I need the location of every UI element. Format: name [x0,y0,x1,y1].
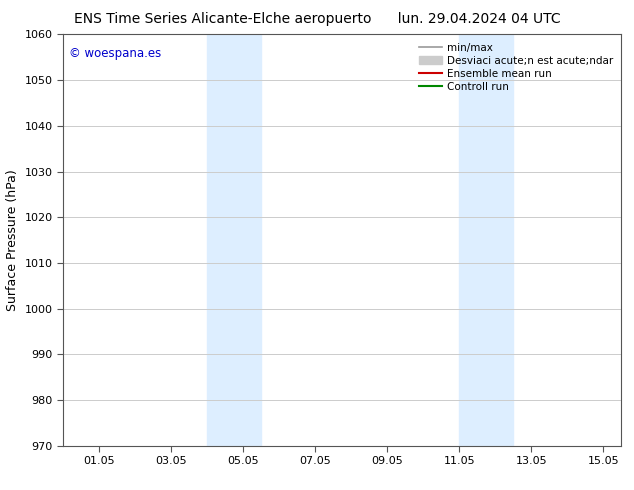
Bar [460,34,514,446]
Text: ENS Time Series Alicante-Elche aeropuerto      lun. 29.04.2024 04 UTC: ENS Time Series Alicante-Elche aeropuert… [74,12,560,26]
Text: © woespana.es: © woespana.es [69,47,161,60]
Y-axis label: Surface Pressure (hPa): Surface Pressure (hPa) [6,169,19,311]
Legend: min/max, Desviaci acute;n est acute;ndar, Ensemble mean run, Controll run: min/max, Desviaci acute;n est acute;ndar… [415,40,616,95]
Bar [207,34,261,446]
